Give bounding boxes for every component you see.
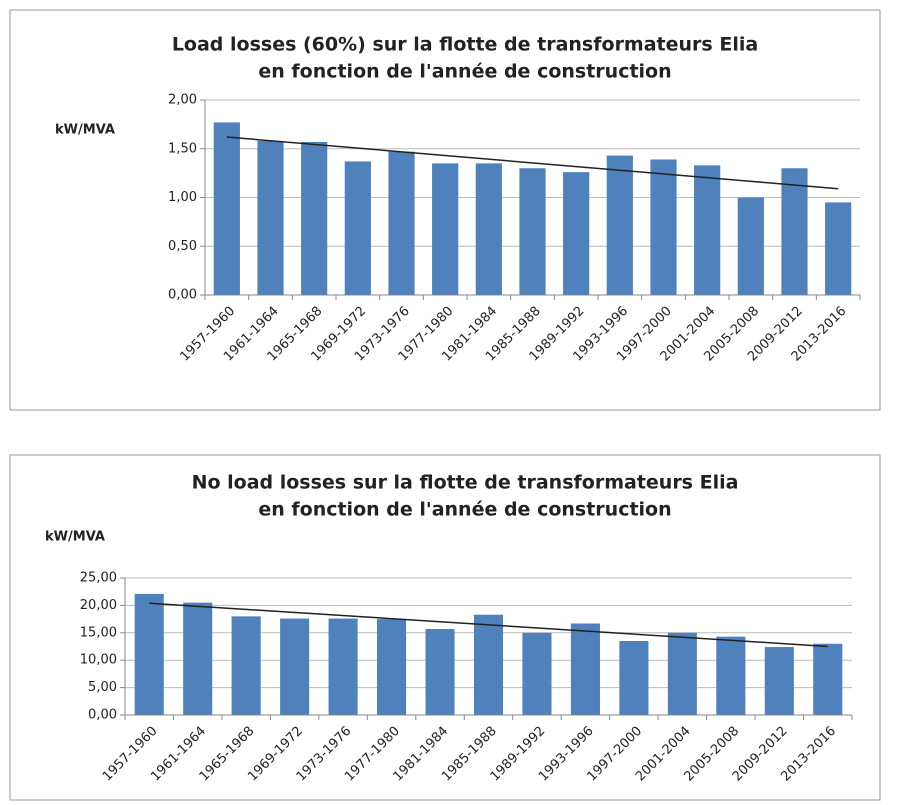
trend-line bbox=[149, 602, 828, 648]
bar bbox=[825, 202, 852, 295]
chart-title: en fonction de l'année de construction bbox=[258, 61, 671, 83]
chart-title: Load losses (60%) sur la flotte de trans… bbox=[172, 34, 758, 56]
bar bbox=[388, 151, 415, 295]
bar bbox=[134, 593, 164, 715]
bar bbox=[781, 168, 808, 295]
bar bbox=[694, 165, 721, 295]
bar bbox=[280, 618, 310, 715]
chart-title: No load losses sur la flotte de transfor… bbox=[192, 472, 739, 494]
bar bbox=[570, 623, 600, 715]
bar bbox=[716, 636, 746, 715]
bar bbox=[813, 643, 843, 715]
trend-line bbox=[226, 136, 839, 190]
bar bbox=[764, 647, 794, 715]
bar bbox=[473, 614, 504, 715]
y-tick-label: 0,50 bbox=[168, 239, 197, 254]
y-tick-label: 0,00 bbox=[168, 288, 197, 303]
y-tick-label: 15,00 bbox=[80, 625, 117, 640]
bar bbox=[475, 163, 502, 295]
bar bbox=[619, 641, 649, 715]
bar bbox=[377, 619, 407, 715]
chart-title: en fonction de l'année de construction bbox=[258, 499, 671, 521]
bar bbox=[563, 172, 590, 295]
bar bbox=[667, 632, 697, 715]
bar bbox=[606, 155, 633, 295]
bar bbox=[432, 163, 459, 295]
y-tick-label: 20,00 bbox=[80, 598, 117, 613]
y-tick-label: 10,00 bbox=[80, 653, 117, 668]
bar bbox=[183, 602, 213, 715]
bar bbox=[737, 197, 764, 295]
bar bbox=[344, 161, 371, 295]
bar bbox=[231, 616, 261, 715]
bar bbox=[328, 618, 358, 715]
bar bbox=[301, 141, 328, 295]
y-tick-label: 2,00 bbox=[168, 93, 197, 108]
bar bbox=[650, 159, 677, 295]
bar bbox=[257, 140, 284, 295]
bar bbox=[519, 168, 546, 295]
y-tick-label: 0,00 bbox=[88, 708, 117, 723]
bar bbox=[522, 632, 552, 715]
y-tick-label: 25,00 bbox=[80, 571, 117, 586]
bar bbox=[425, 628, 455, 715]
bar bbox=[213, 122, 240, 295]
y-tick-label: 5,00 bbox=[88, 680, 117, 695]
y-tick-label: 1,00 bbox=[168, 190, 197, 205]
y-tick-label: 1,50 bbox=[168, 141, 197, 156]
y-axis-label: kW/MVA bbox=[55, 123, 115, 138]
y-axis-label: kW/MVA bbox=[45, 530, 105, 545]
